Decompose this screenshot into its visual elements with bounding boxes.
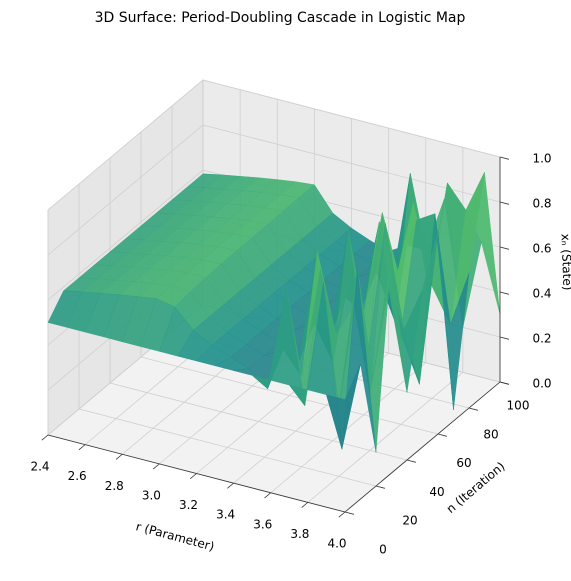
y-tick bbox=[406, 459, 417, 463]
y-tick-label: 60 bbox=[456, 456, 471, 470]
y-tick bbox=[468, 407, 479, 411]
y-tick-label: 80 bbox=[483, 427, 498, 441]
x-tick bbox=[301, 502, 309, 508]
surface bbox=[47, 171, 501, 453]
z-tick-label: 1.0 bbox=[532, 152, 551, 166]
x-tick bbox=[152, 463, 160, 470]
z-axis-label: xₙ (State) bbox=[559, 233, 571, 290]
z-tick bbox=[499, 201, 510, 205]
x-tick-label: 3.2 bbox=[179, 498, 198, 512]
x-tick-label: 3.6 bbox=[253, 517, 272, 531]
x-tick-label: 3.8 bbox=[290, 527, 309, 541]
grid-line bbox=[202, 79, 501, 158]
y-tick-label: 40 bbox=[429, 485, 444, 499]
x-axis-label: r (Parameter) bbox=[134, 519, 215, 553]
x-axis bbox=[47, 434, 346, 513]
z-tick-label: 0.0 bbox=[532, 377, 551, 391]
x-tick-label: 3.0 bbox=[142, 488, 161, 502]
grid-line bbox=[109, 382, 408, 461]
x-tick-label: 4.0 bbox=[327, 537, 346, 551]
x-tick bbox=[78, 444, 86, 451]
z-tick-label: 0.6 bbox=[532, 242, 551, 256]
x-tick bbox=[338, 511, 346, 518]
z-tick-label: 0.8 bbox=[532, 197, 551, 211]
axes: 2.42.62.83.03.23.43.63.84.0 0204060801000… bbox=[30, 152, 571, 557]
grid-line bbox=[47, 169, 204, 301]
grid-line bbox=[307, 372, 464, 503]
z-tick bbox=[499, 291, 510, 295]
x-tick bbox=[264, 492, 272, 499]
x-tick-label: 2.4 bbox=[30, 460, 49, 474]
y-tick-label: 20 bbox=[402, 514, 417, 528]
x-tick-label: 3.4 bbox=[216, 508, 235, 522]
z-tick-label: 0.4 bbox=[532, 287, 551, 301]
x-tick bbox=[190, 473, 197, 480]
chart-title: 3D Surface: Period-Doubling Cascade in L… bbox=[95, 10, 466, 26]
y-axis-label: n (Iteration) bbox=[444, 459, 508, 516]
grid-line bbox=[140, 356, 439, 435]
z-tick-label: 0.2 bbox=[532, 332, 551, 346]
z-tick bbox=[499, 336, 510, 340]
z-tick bbox=[499, 156, 510, 160]
y-tick bbox=[344, 511, 355, 515]
grid-line bbox=[270, 362, 427, 494]
z-tick bbox=[499, 246, 510, 250]
y-tick bbox=[437, 433, 448, 437]
z-tick bbox=[499, 381, 510, 385]
y-tick-label: 100 bbox=[507, 399, 530, 413]
y-axis bbox=[344, 381, 501, 513]
y-tick-label: 0 bbox=[379, 543, 387, 557]
x-tick bbox=[41, 434, 49, 441]
x-tick bbox=[115, 453, 123, 460]
y-tick bbox=[375, 485, 386, 489]
x-tick-label: 2.6 bbox=[68, 469, 87, 483]
x-tick-label: 2.8 bbox=[105, 479, 124, 493]
x-tick bbox=[227, 482, 234, 489]
grid-line bbox=[78, 408, 377, 487]
surface-patch bbox=[326, 363, 361, 450]
grid-line bbox=[47, 124, 204, 256]
grid-line bbox=[47, 79, 204, 211]
